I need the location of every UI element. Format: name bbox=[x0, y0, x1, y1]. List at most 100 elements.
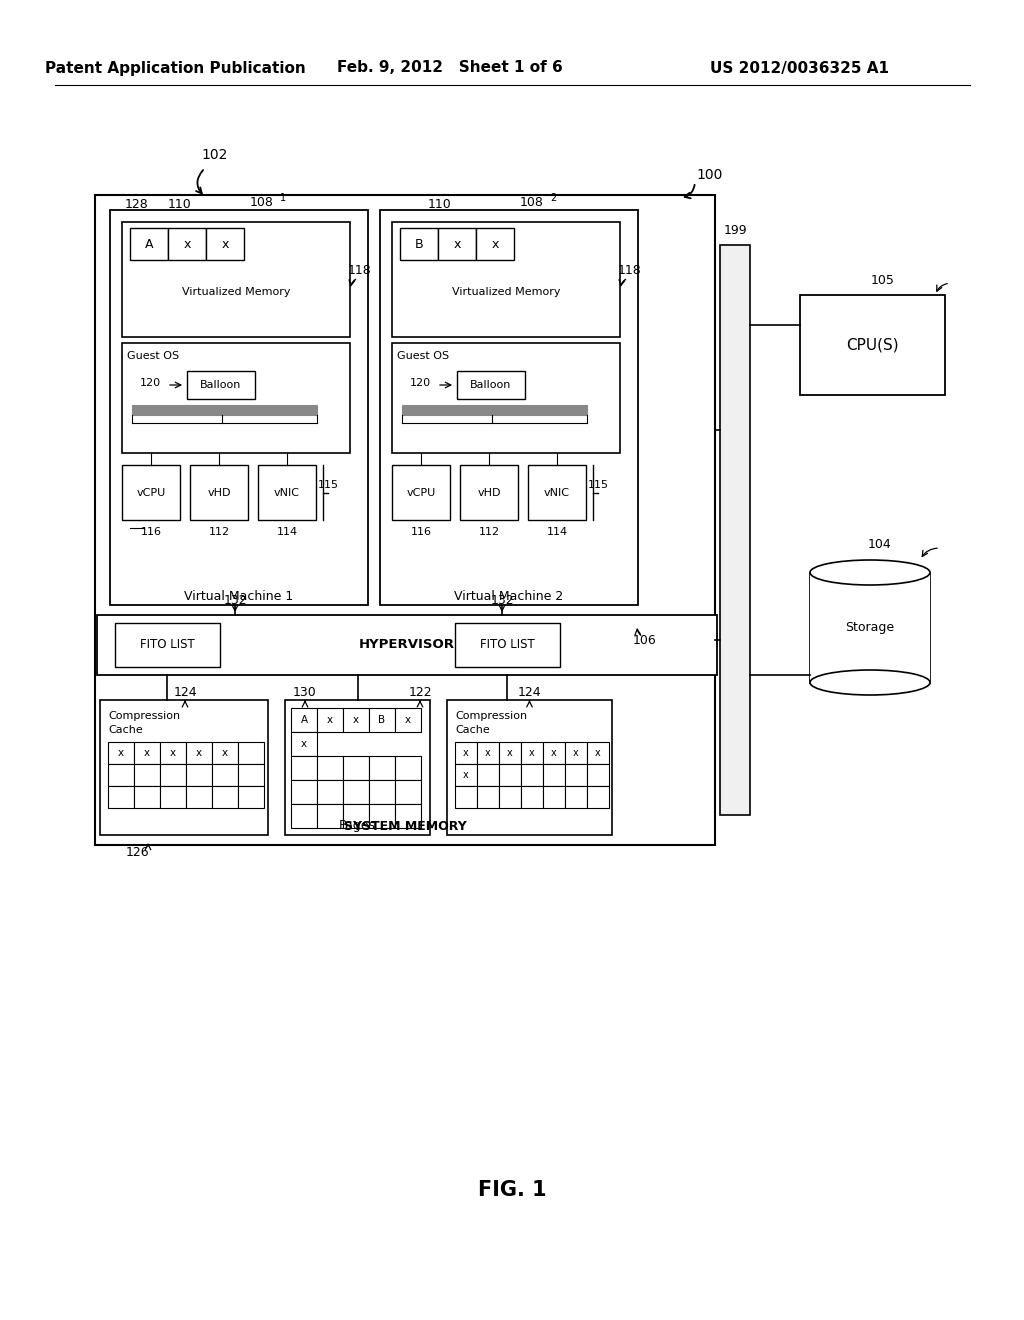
Bar bbox=[212, 785, 238, 808]
Bar bbox=[392, 343, 620, 453]
Bar bbox=[455, 764, 477, 785]
Bar bbox=[212, 742, 238, 764]
Text: x: x bbox=[463, 770, 469, 780]
Text: x: x bbox=[595, 748, 601, 758]
Bar bbox=[477, 785, 499, 808]
Text: 110: 110 bbox=[168, 198, 191, 210]
Bar bbox=[160, 742, 186, 764]
Bar bbox=[521, 764, 543, 785]
Text: x: x bbox=[485, 748, 490, 758]
Bar bbox=[528, 465, 586, 520]
Bar bbox=[108, 764, 134, 785]
Bar bbox=[110, 210, 368, 605]
Text: vNIC: vNIC bbox=[544, 487, 570, 498]
Text: vHD: vHD bbox=[207, 487, 230, 498]
Text: HYPERVISOR: HYPERVISOR bbox=[359, 639, 455, 652]
Bar bbox=[499, 764, 521, 785]
Bar bbox=[238, 742, 264, 764]
Text: x: x bbox=[353, 715, 359, 725]
Bar bbox=[238, 785, 264, 808]
Text: x: x bbox=[170, 748, 176, 758]
Text: Patent Application Publication: Patent Application Publication bbox=[45, 61, 305, 75]
Text: 118: 118 bbox=[618, 264, 642, 276]
Bar bbox=[476, 228, 514, 260]
Bar bbox=[587, 785, 609, 808]
Text: Virtual Machine 2: Virtual Machine 2 bbox=[455, 590, 563, 603]
Bar bbox=[190, 465, 248, 520]
Bar bbox=[455, 742, 477, 764]
Text: x: x bbox=[529, 748, 535, 758]
Bar bbox=[212, 764, 238, 785]
Bar bbox=[134, 764, 160, 785]
Bar bbox=[499, 742, 521, 764]
Bar bbox=[160, 764, 186, 785]
Text: Virtualized Memory: Virtualized Memory bbox=[181, 286, 290, 297]
Text: 126: 126 bbox=[125, 846, 148, 859]
Text: 102: 102 bbox=[202, 148, 228, 162]
Text: 114: 114 bbox=[276, 527, 298, 537]
Text: Cache: Cache bbox=[108, 725, 142, 735]
Text: A: A bbox=[300, 715, 307, 725]
Text: A: A bbox=[144, 238, 154, 251]
Text: 112: 112 bbox=[478, 527, 500, 537]
Bar bbox=[521, 785, 543, 808]
Bar bbox=[438, 228, 476, 260]
Bar bbox=[317, 780, 343, 804]
Text: x: x bbox=[118, 748, 124, 758]
Text: Storage: Storage bbox=[846, 620, 895, 634]
Bar bbox=[122, 222, 350, 337]
Bar bbox=[186, 764, 212, 785]
Text: x: x bbox=[492, 238, 499, 251]
Bar bbox=[115, 623, 220, 667]
Text: x: x bbox=[144, 748, 151, 758]
Bar bbox=[108, 742, 134, 764]
Bar bbox=[369, 756, 395, 780]
Bar bbox=[186, 742, 212, 764]
Text: B: B bbox=[379, 715, 386, 725]
Bar bbox=[134, 785, 160, 808]
Bar bbox=[160, 785, 186, 808]
Bar bbox=[565, 742, 587, 764]
Bar bbox=[168, 228, 206, 260]
Bar bbox=[477, 764, 499, 785]
Bar bbox=[395, 708, 421, 733]
Bar bbox=[565, 764, 587, 785]
Bar bbox=[206, 228, 244, 260]
Text: 122: 122 bbox=[409, 686, 432, 700]
Bar bbox=[499, 785, 521, 808]
Text: x: x bbox=[327, 715, 333, 725]
Bar bbox=[400, 228, 438, 260]
Bar bbox=[402, 405, 587, 414]
Text: Balloon: Balloon bbox=[470, 380, 512, 389]
Bar bbox=[810, 573, 930, 682]
Text: 120: 120 bbox=[410, 378, 430, 388]
Bar bbox=[460, 465, 518, 520]
Bar bbox=[132, 405, 317, 414]
Bar bbox=[380, 210, 638, 605]
Text: 110: 110 bbox=[428, 198, 452, 210]
Text: 108: 108 bbox=[250, 195, 274, 209]
Bar bbox=[395, 756, 421, 780]
Text: B: B bbox=[415, 238, 423, 251]
Bar bbox=[369, 804, 395, 828]
Bar bbox=[343, 756, 369, 780]
Text: 115: 115 bbox=[317, 480, 339, 490]
Text: 132: 132 bbox=[223, 594, 247, 606]
Text: Cache: Cache bbox=[455, 725, 489, 735]
Bar bbox=[395, 780, 421, 804]
Bar bbox=[317, 804, 343, 828]
Bar bbox=[343, 780, 369, 804]
Text: vCPU: vCPU bbox=[136, 487, 166, 498]
Text: x: x bbox=[301, 739, 307, 748]
Text: x: x bbox=[507, 748, 513, 758]
Text: 108: 108 bbox=[520, 195, 544, 209]
Text: 124: 124 bbox=[518, 686, 542, 700]
Text: x: x bbox=[404, 715, 411, 725]
Bar bbox=[343, 708, 369, 733]
Bar bbox=[543, 764, 565, 785]
Bar bbox=[291, 804, 317, 828]
Text: vCPU: vCPU bbox=[407, 487, 435, 498]
Bar bbox=[392, 222, 620, 337]
Bar bbox=[285, 700, 430, 836]
Text: 116: 116 bbox=[140, 527, 162, 537]
